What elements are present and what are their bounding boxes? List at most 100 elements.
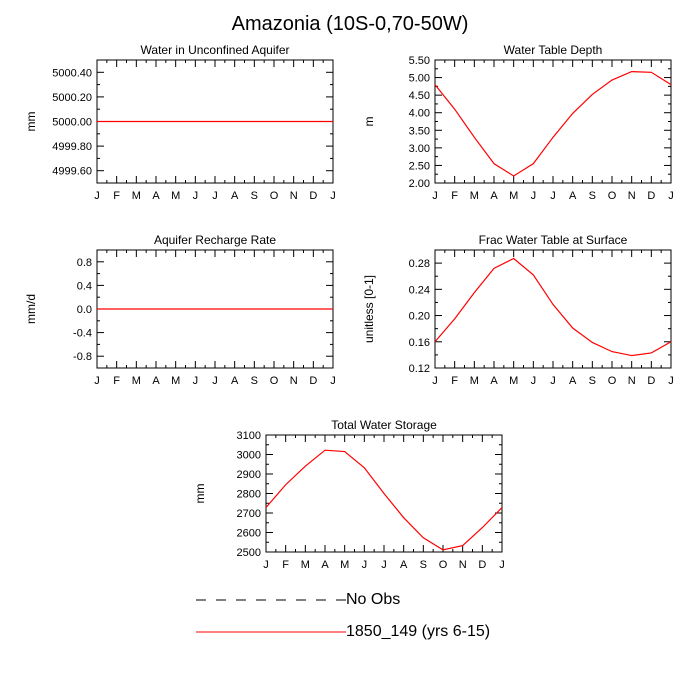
- y-tick-label: 0.12: [409, 363, 430, 375]
- x-tick-label: J: [668, 375, 674, 387]
- chart-title: Water in Unconfined Aquifer: [141, 43, 290, 57]
- x-tick-label: F: [451, 190, 458, 202]
- legend-swatch-solid: [196, 631, 346, 633]
- x-tick-label: M: [132, 190, 141, 202]
- x-tick-label: J: [94, 190, 100, 202]
- x-tick-label: S: [251, 190, 258, 202]
- y-tick-label: 2.50: [409, 160, 430, 172]
- y-axis-label: mm: [193, 484, 207, 504]
- chart-title: Frac Water Table at Surface: [479, 233, 628, 247]
- chart-title: Water Table Depth: [504, 43, 603, 57]
- x-tick-label: F: [113, 375, 120, 387]
- x-tick-label: M: [470, 375, 479, 387]
- x-tick-label: J: [212, 375, 218, 387]
- y-tick-label: 2700: [237, 508, 261, 520]
- x-tick-label: J: [212, 190, 218, 202]
- y-tick-label: -0.8: [73, 351, 92, 363]
- legend-entry-1850-149: 1850_149 (yrs 6-15): [196, 622, 490, 642]
- y-tick-label: 5.50: [409, 55, 430, 67]
- x-tick-label: M: [301, 559, 310, 571]
- x-tick-label: J: [668, 190, 674, 202]
- series-line-1: [434, 70, 672, 177]
- x-tick-label: J: [330, 190, 336, 202]
- x-tick-label: S: [251, 375, 258, 387]
- x-tick-label: J: [263, 559, 269, 571]
- y-tick-label: 4.00: [409, 108, 430, 120]
- x-tick-label: N: [290, 190, 298, 202]
- x-tick-label: O: [439, 559, 448, 571]
- x-tick-label: A: [321, 559, 329, 571]
- x-tick-label: A: [231, 375, 239, 387]
- legend-entry-no-obs: No Obs: [196, 590, 400, 610]
- x-tick-label: A: [152, 375, 160, 387]
- y-tick-label: 3100: [237, 430, 261, 442]
- x-tick-label: J: [381, 559, 387, 571]
- y-tick-label: -0.4: [73, 328, 92, 340]
- x-tick-label: D: [309, 375, 317, 387]
- x-tick-label: N: [290, 375, 298, 387]
- x-tick-label: A: [490, 375, 498, 387]
- y-tick-label: 0.4: [77, 280, 92, 292]
- x-tick-label: J: [550, 375, 556, 387]
- x-tick-label: D: [647, 375, 655, 387]
- y-tick-label: 5.00: [409, 73, 430, 85]
- x-tick-label: A: [231, 190, 239, 202]
- x-tick-label: J: [550, 190, 556, 202]
- x-tick-label: F: [113, 190, 120, 202]
- x-tick-label: J: [432, 375, 438, 387]
- y-axis-label: mm: [24, 112, 38, 132]
- x-tick-label: J: [362, 559, 368, 571]
- legend-label: No Obs: [346, 591, 401, 608]
- y-tick-label: 2500: [237, 547, 261, 559]
- x-tick-label: N: [459, 559, 467, 571]
- x-tick-label: M: [171, 190, 180, 202]
- y-tick-label: 0.0: [77, 304, 92, 316]
- y-tick-label: 5000.00: [52, 117, 92, 129]
- x-tick-label: M: [470, 190, 479, 202]
- legend-label: 1850_149 (yrs 6-15): [346, 623, 491, 640]
- x-tick-label: A: [569, 375, 577, 387]
- y-tick-label: 2.00: [409, 178, 430, 190]
- y-tick-label: 4999.60: [52, 166, 92, 178]
- y-tick-label: 5000.40: [52, 67, 92, 79]
- plot-frame: [434, 59, 672, 184]
- y-tick-label: 4.50: [409, 90, 430, 102]
- x-tick-label: O: [608, 190, 617, 202]
- y-tick-label: 0.8: [77, 257, 92, 269]
- x-tick-label: D: [647, 190, 655, 202]
- y-tick-label: 3.00: [409, 143, 430, 155]
- chart-title: Aquifer Recharge Rate: [154, 233, 276, 247]
- y-axis-label: mm/d: [24, 294, 38, 324]
- y-tick-label: 2800: [237, 489, 261, 501]
- y-tick-label: 4999.80: [52, 141, 92, 153]
- x-tick-label: J: [531, 375, 537, 387]
- x-tick-label: O: [608, 375, 617, 387]
- x-tick-label: S: [589, 190, 596, 202]
- figure-title: Amazonia (10S-0,70-50W): [232, 13, 469, 35]
- x-tick-label: S: [589, 375, 596, 387]
- x-tick-label: F: [451, 375, 458, 387]
- x-tick-label: S: [420, 559, 427, 571]
- x-tick-label: D: [478, 559, 486, 571]
- y-axis-label: m: [362, 117, 376, 127]
- x-tick-label: O: [270, 375, 279, 387]
- y-tick-label: 2900: [237, 469, 261, 481]
- x-tick-label: A: [152, 190, 160, 202]
- x-tick-label: M: [132, 375, 141, 387]
- y-tick-label: 3000: [237, 450, 261, 462]
- x-tick-label: A: [569, 190, 577, 202]
- x-tick-label: M: [171, 375, 180, 387]
- x-tick-label: J: [499, 559, 505, 571]
- legend-swatch-dashed: [196, 599, 346, 601]
- x-tick-label: J: [531, 190, 537, 202]
- x-tick-label: F: [282, 559, 289, 571]
- x-tick-label: J: [193, 375, 199, 387]
- y-tick-label: 0.28: [409, 258, 430, 270]
- y-tick-label: 0.24: [409, 284, 430, 296]
